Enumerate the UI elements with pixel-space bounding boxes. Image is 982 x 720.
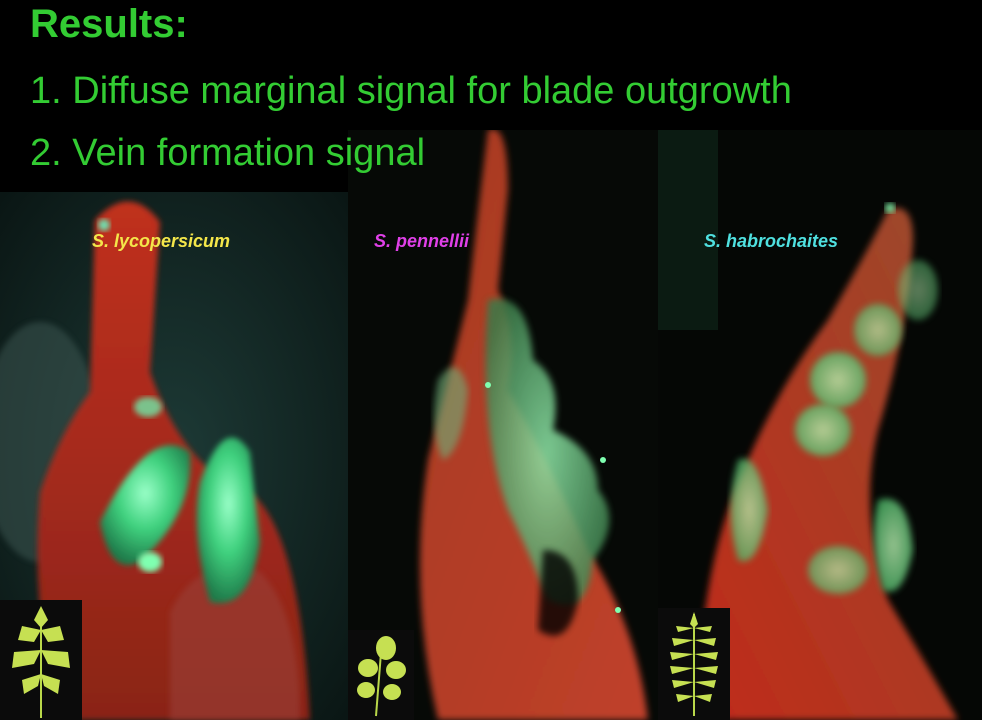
point-2-number: 2. <box>30 132 62 174</box>
slide-title: Results: <box>30 2 188 46</box>
result-point-2: 2. Vein formation signal <box>30 132 425 175</box>
species-label-habrochaites: S. habrochaites <box>704 231 839 251</box>
point-1-text: Diffuse marginal signal for blade outgro… <box>72 70 792 112</box>
leaf-silhouette-pennellii <box>348 630 414 720</box>
result-point-1: 1. Diffuse marginal signal for blade out… <box>30 70 792 113</box>
leaf-silhouette-habrochaites <box>658 608 730 720</box>
point-2-text: Vein formation signal <box>72 132 426 174</box>
species-label-lycopersicum: S. lycopersicum <box>92 231 231 251</box>
microscopy-image-pennellii <box>348 130 658 720</box>
species-label-pennellii: S. pennellii <box>374 231 470 251</box>
point-1-number: 1. <box>30 70 62 112</box>
leaf-silhouette-lycopersicum <box>0 600 82 720</box>
